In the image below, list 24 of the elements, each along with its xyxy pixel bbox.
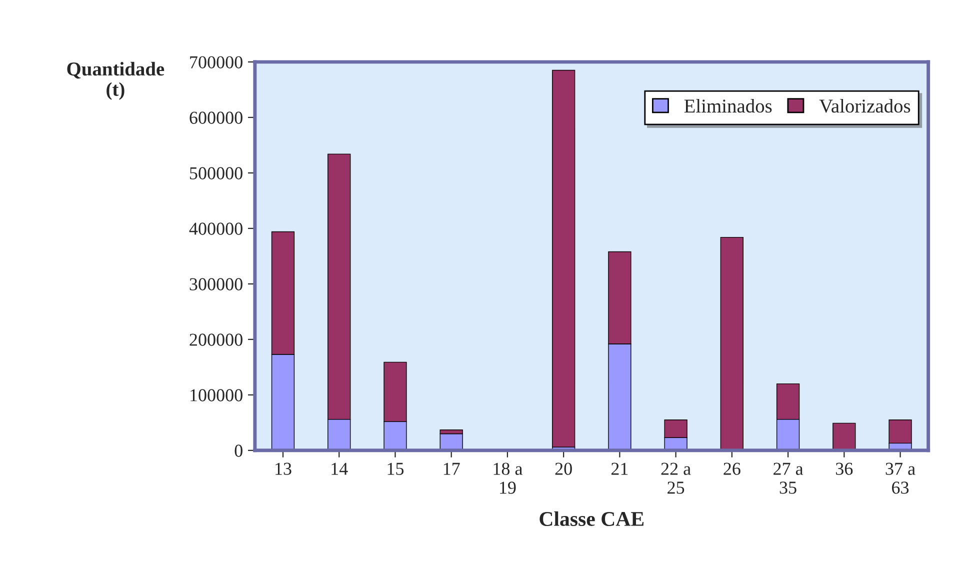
x-tick-label: 17	[444, 462, 460, 475]
x-tick-label: 27 a 35	[774, 462, 804, 494]
legend-label: Valorizados	[819, 98, 910, 113]
x-tick-label: 14	[332, 462, 348, 475]
x-tick-label: 36	[836, 462, 853, 475]
y-tick-label: 200000	[190, 334, 242, 346]
y-tick-label: 400000	[189, 222, 242, 235]
x-tick-label: 13	[276, 462, 292, 475]
y-tick-label: 600000	[190, 112, 242, 124]
y-tick-label: 0	[234, 444, 242, 457]
y-tick-label: 100000	[190, 389, 242, 402]
x-tick-label: 21	[611, 462, 628, 475]
x-tick-label: 26	[724, 462, 740, 475]
x-tick-label: 20	[555, 462, 572, 475]
x-tick-label: 15	[388, 462, 404, 475]
y-tick-label: 700000	[190, 56, 242, 68]
x-tick-label: 37 a 63	[886, 462, 916, 494]
y-tick-label: 500000	[190, 167, 242, 180]
y-tick-label: 300000	[190, 278, 242, 290]
x-tick-label: 22 a 25	[661, 462, 691, 494]
x-axis-title: Classe CAE	[540, 511, 644, 526]
legend-label: Eliminados	[684, 98, 772, 113]
y-axis-title: Quantidade (t)	[67, 62, 164, 100]
x-tick-label: 18 a 19	[494, 462, 522, 494]
